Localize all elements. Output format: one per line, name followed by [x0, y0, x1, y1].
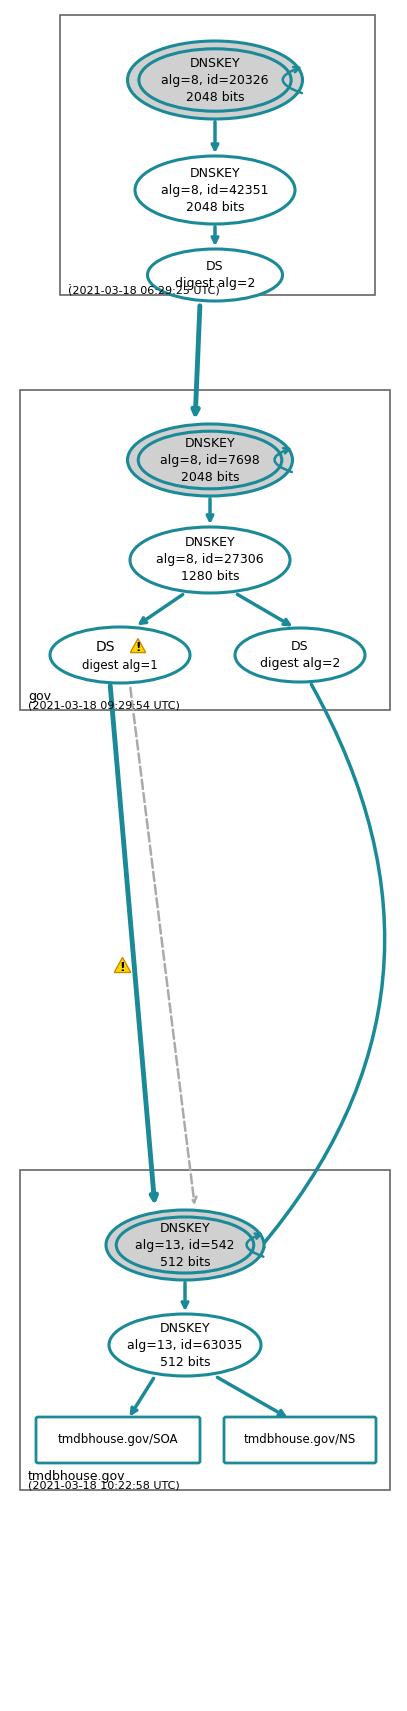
Text: !: ! — [135, 642, 141, 654]
Text: !: ! — [120, 962, 125, 974]
Text: DNSKEY
alg=8, id=7698
2048 bits: DNSKEY alg=8, id=7698 2048 bits — [160, 436, 260, 484]
Text: (2021-03-18 09:29:54 UTC): (2021-03-18 09:29:54 UTC) — [28, 700, 180, 710]
Text: DNSKEY
alg=8, id=20326
2048 bits: DNSKEY alg=8, id=20326 2048 bits — [161, 56, 269, 103]
Ellipse shape — [106, 1210, 264, 1280]
Ellipse shape — [127, 41, 302, 120]
Text: DNSKEY
alg=13, id=63035
512 bits: DNSKEY alg=13, id=63035 512 bits — [127, 1321, 243, 1369]
Text: DS
digest alg=2: DS digest alg=2 — [175, 260, 255, 289]
Bar — [20, 1170, 390, 1490]
FancyBboxPatch shape — [36, 1417, 200, 1463]
Ellipse shape — [127, 424, 293, 496]
Text: (2021-03-18 10:22:58 UTC): (2021-03-18 10:22:58 UTC) — [28, 1480, 180, 1490]
Text: DS
digest alg=2: DS digest alg=2 — [260, 640, 340, 671]
Bar — [60, 15, 375, 294]
Ellipse shape — [147, 250, 282, 301]
Text: DS: DS — [95, 640, 115, 654]
Text: tmdbhouse.gov/SOA: tmdbhouse.gov/SOA — [58, 1434, 178, 1446]
Polygon shape — [130, 638, 146, 652]
Text: DNSKEY
alg=13, id=542
512 bits: DNSKEY alg=13, id=542 512 bits — [135, 1222, 235, 1268]
Bar — [20, 390, 390, 710]
Text: gov: gov — [28, 690, 51, 703]
Ellipse shape — [138, 431, 282, 489]
Ellipse shape — [109, 1314, 261, 1376]
Text: DNSKEY
alg=8, id=27306
1280 bits: DNSKEY alg=8, id=27306 1280 bits — [156, 537, 264, 583]
Ellipse shape — [135, 156, 295, 224]
Text: tmdbhouse.gov: tmdbhouse.gov — [28, 1470, 125, 1483]
Ellipse shape — [116, 1217, 254, 1273]
Ellipse shape — [235, 628, 365, 683]
FancyBboxPatch shape — [224, 1417, 376, 1463]
Text: (2021-03-18 06:29:25 UTC): (2021-03-18 06:29:25 UTC) — [68, 286, 220, 294]
Text: tmdbhouse.gov/NS: tmdbhouse.gov/NS — [244, 1434, 356, 1446]
Ellipse shape — [139, 50, 291, 111]
Text: .: . — [68, 275, 72, 287]
Text: DNSKEY
alg=8, id=42351
2048 bits: DNSKEY alg=8, id=42351 2048 bits — [161, 166, 269, 214]
Ellipse shape — [50, 626, 190, 683]
Ellipse shape — [130, 527, 290, 594]
Text: digest alg=1: digest alg=1 — [82, 659, 158, 671]
Polygon shape — [114, 958, 131, 972]
